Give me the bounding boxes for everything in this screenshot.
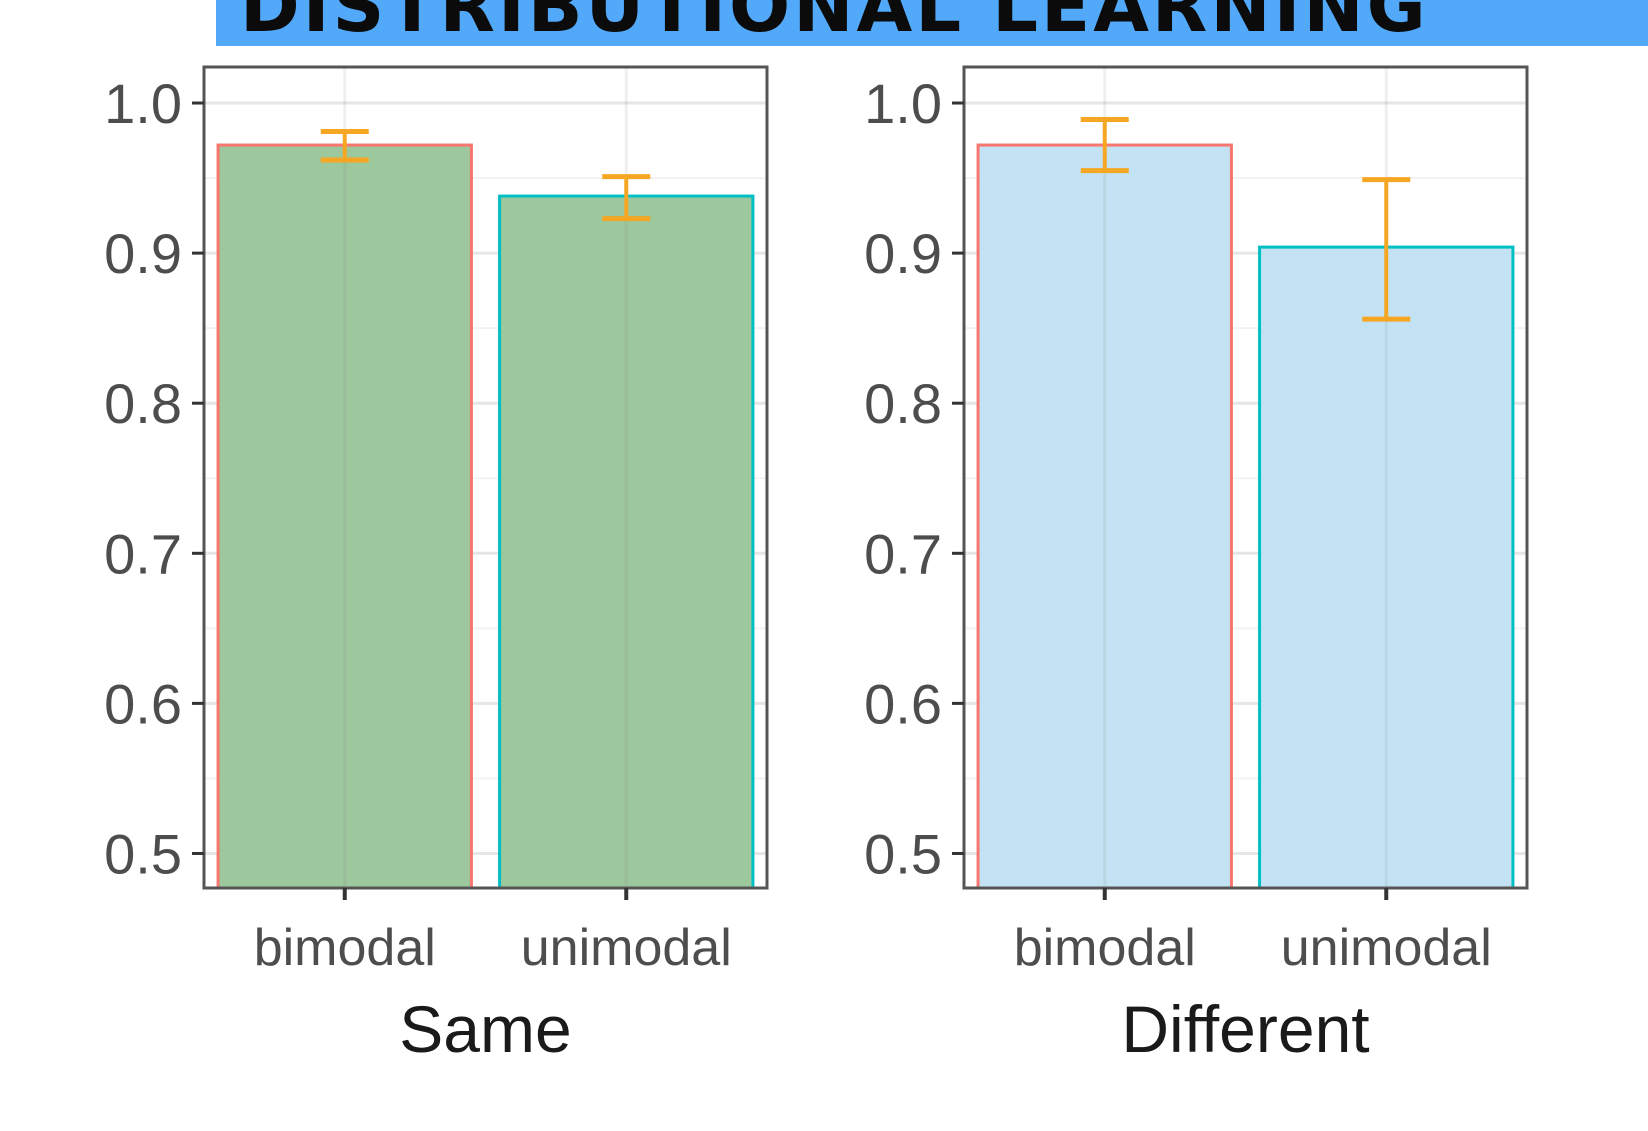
y-tick-label: 1.0 — [864, 72, 942, 135]
bar-bimodal — [216, 143, 473, 890]
x-tick-label-unimodal: unimodal — [521, 919, 732, 977]
plot-border — [962, 65, 1529, 890]
y-tick-label: 1.0 — [104, 72, 182, 135]
x-tick-label-bimodal: bimodal — [1014, 919, 1196, 977]
y-tick-label: 0.7 — [864, 522, 942, 585]
y-tick-label: 0.7 — [104, 522, 182, 585]
y-tick-label: 0.8 — [104, 372, 182, 435]
x-axis-title: Different — [1121, 992, 1369, 1066]
y-tick-label: 0.6 — [104, 672, 182, 735]
bar-unimodal — [498, 194, 755, 890]
y-tick-label: 0.9 — [104, 222, 182, 285]
y-tick-label: 0.5 — [104, 822, 182, 885]
panel-different: 0.5 0.6 0.7 0.8 0.9 1.0 bimodal unimodal Differe… — [864, 65, 1529, 1066]
y-tick-label: 0.6 — [864, 672, 942, 735]
y-tick-label: 0.8 — [864, 372, 942, 435]
x-tick-label-unimodal: unimodal — [1281, 919, 1492, 977]
x-tick-label-bimodal: bimodal — [254, 919, 436, 977]
y-tick-label: 0.9 — [864, 222, 942, 285]
y-tick-label: 0.5 — [864, 822, 942, 885]
panel-same: 0.5 0.6 0.7 0.8 0.9 1.0 bimodal unimodal Same — [104, 65, 769, 1066]
bar-bimodal — [976, 143, 1233, 890]
title-banner: DISTRIBUTIONAL LEARNING — [216, 0, 1648, 46]
banner-title: DISTRIBUTIONAL LEARNING — [240, 0, 1429, 46]
plot-border — [202, 65, 769, 890]
x-axis-title: Same — [399, 992, 571, 1066]
